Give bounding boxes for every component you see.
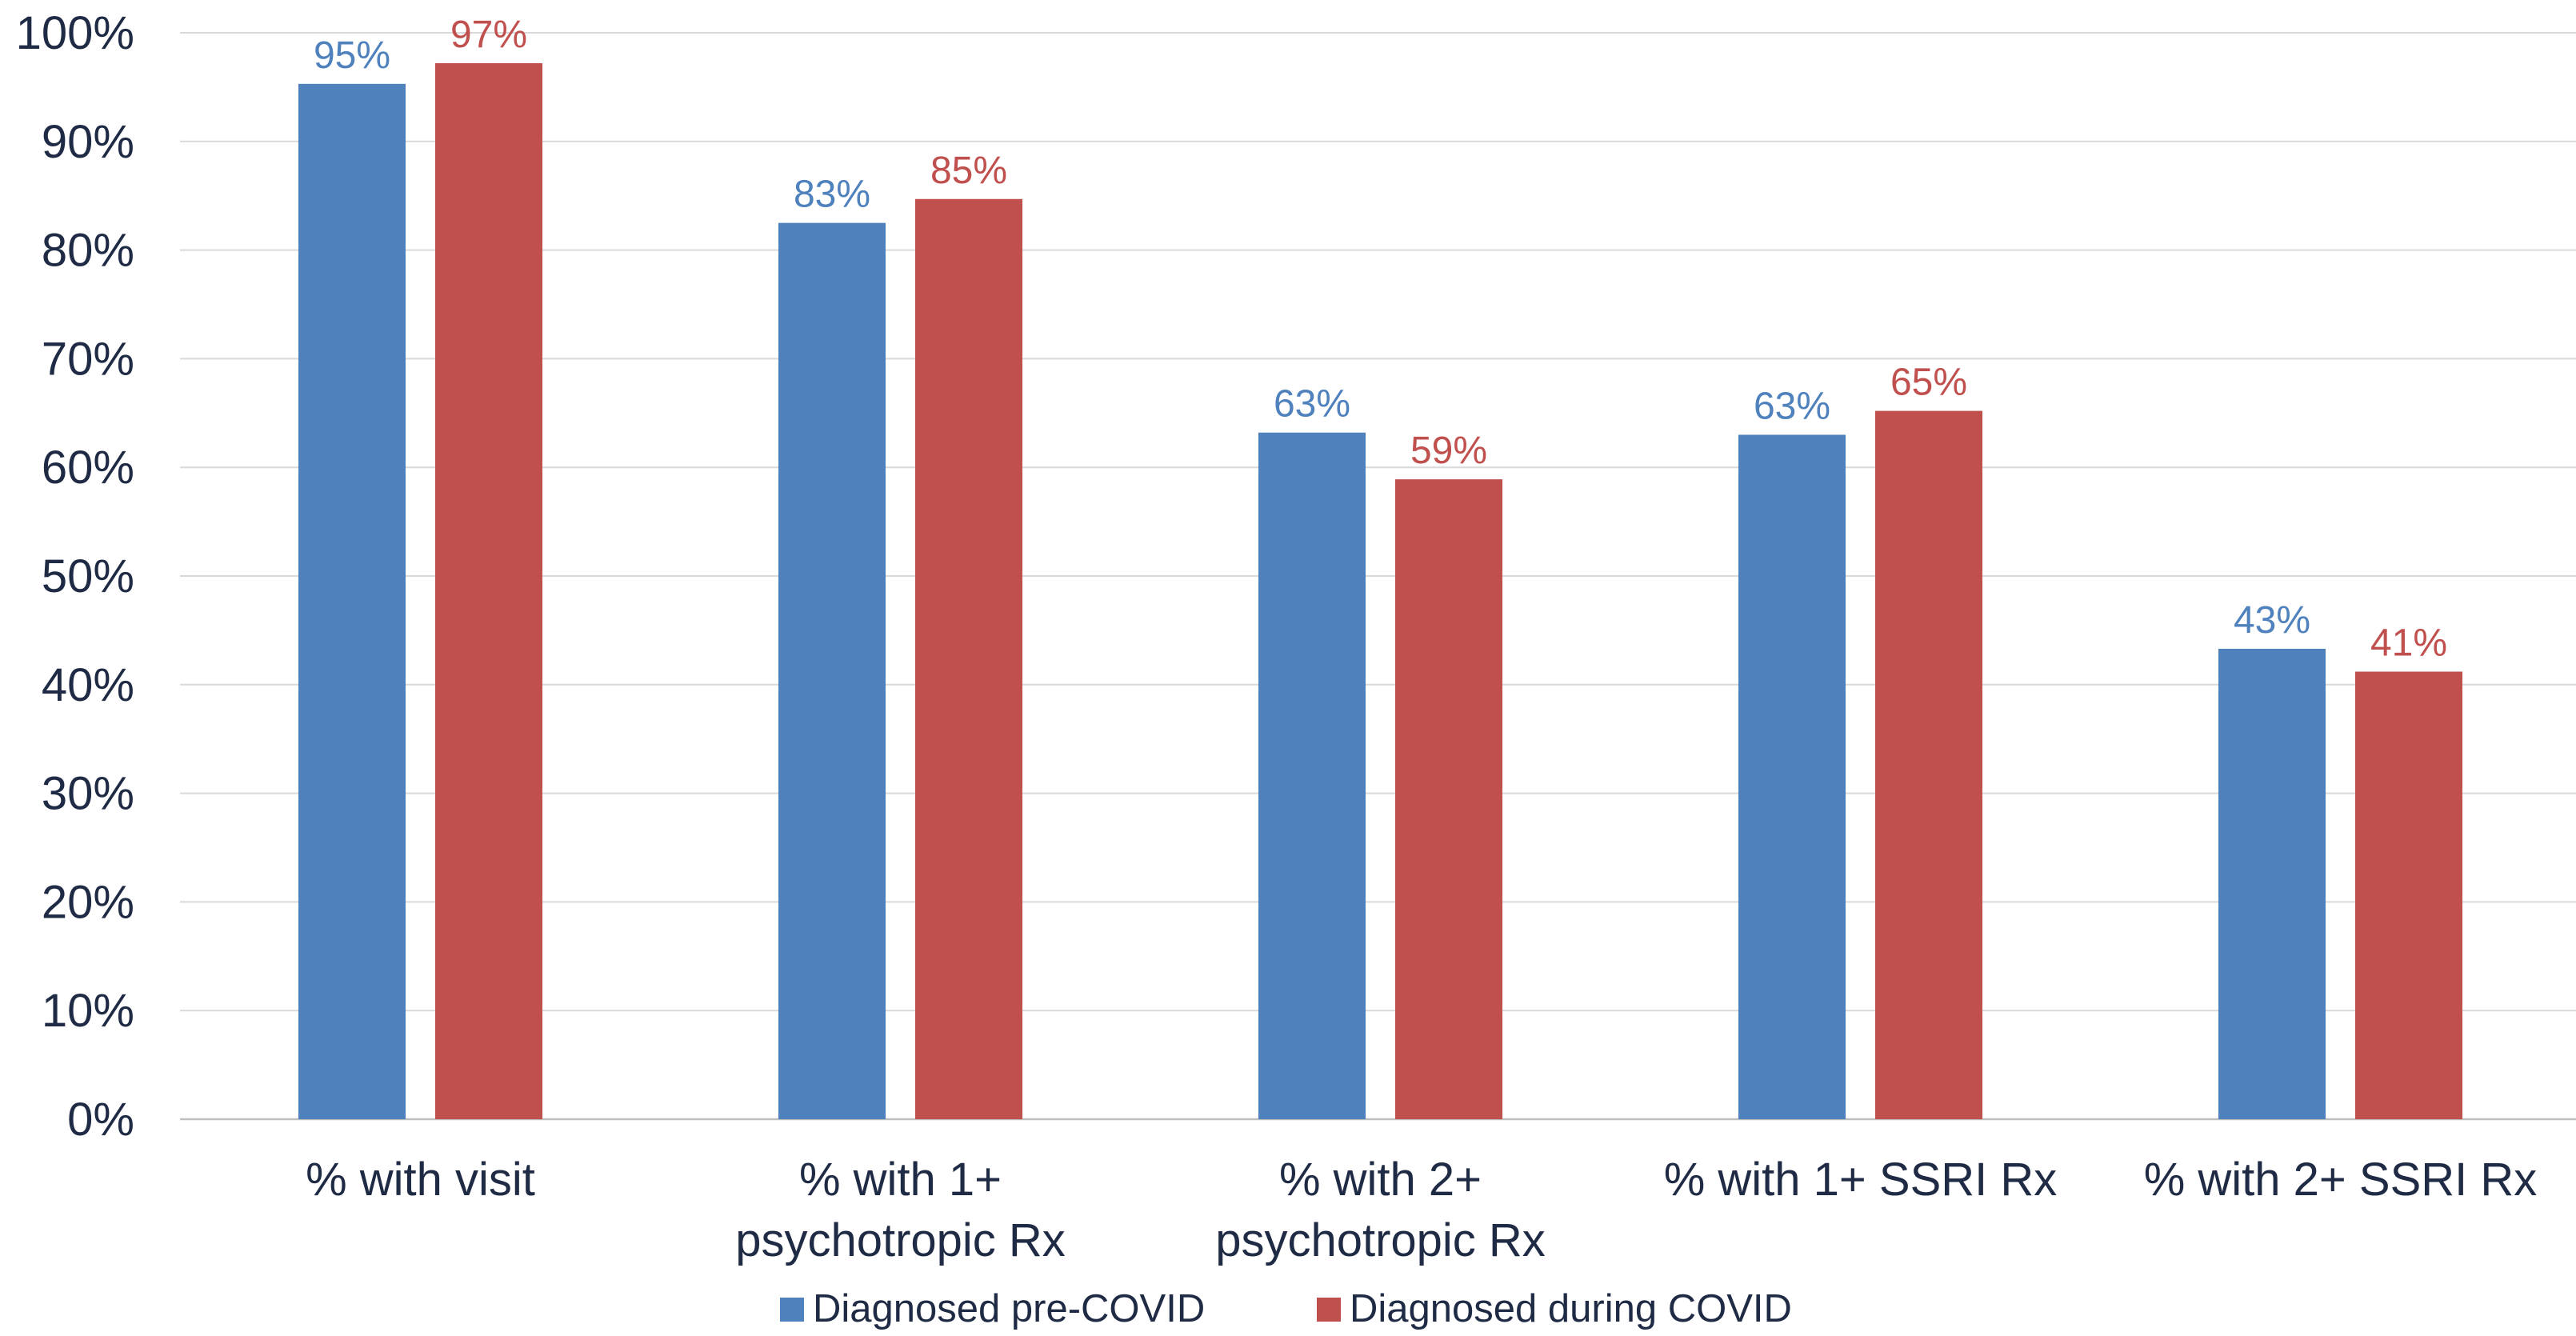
data-label: 85% bbox=[930, 150, 1007, 192]
x-tick-label: psychotropic Rx bbox=[735, 1214, 1066, 1266]
legend-label: Diagnosed during COVID bbox=[1350, 1287, 1792, 1330]
y-tick-label: 40% bbox=[42, 659, 134, 711]
bar-pre-covid bbox=[1258, 432, 1366, 1119]
x-tick-label: psychotropic Rx bbox=[1215, 1214, 1546, 1266]
data-label: 65% bbox=[1890, 362, 1967, 404]
bar-pre-covid bbox=[778, 222, 886, 1119]
legend-label: Diagnosed pre-COVID bbox=[813, 1287, 1205, 1330]
x-tick-label: % with 2+ SSRI Rx bbox=[2144, 1154, 2538, 1206]
data-label: 95% bbox=[314, 34, 390, 77]
x-axis-tick-labels: % with visit % with 1+ psychotropic Rx % wi… bbox=[306, 1154, 2537, 1266]
x-tick-label: % with 1+ SSRI Rx bbox=[1664, 1154, 2058, 1206]
data-label: 83% bbox=[794, 174, 870, 216]
bar-during-covid bbox=[915, 198, 1022, 1119]
legend-swatch bbox=[1317, 1298, 1341, 1322]
y-tick-label: 0% bbox=[67, 1094, 134, 1146]
gridlines bbox=[180, 32, 2576, 1121]
x-tick-label: % with visit bbox=[306, 1154, 535, 1206]
bar-pre-covid bbox=[1738, 434, 1846, 1119]
y-tick-label: 20% bbox=[42, 876, 134, 928]
y-tick-label: 90% bbox=[42, 116, 134, 168]
bars bbox=[298, 63, 2462, 1119]
y-tick-label: 10% bbox=[42, 985, 134, 1037]
y-tick-label: 60% bbox=[42, 442, 134, 494]
y-tick-label: 30% bbox=[42, 768, 134, 820]
bar-pre-covid bbox=[2218, 648, 2326, 1119]
data-label: 41% bbox=[2370, 622, 2447, 665]
bar-during-covid bbox=[1395, 479, 1502, 1119]
bar-during-covid bbox=[1875, 410, 1982, 1119]
y-tick-label: 50% bbox=[42, 550, 134, 602]
x-tick-label: % with 1+ bbox=[799, 1154, 1002, 1206]
bar-during-covid bbox=[435, 63, 542, 1119]
y-axis-tick-labels: 0% 10% 20% 30% 40% 50% 60% 70% 80% 90% 100% bbox=[16, 7, 134, 1146]
data-label: 97% bbox=[450, 14, 527, 56]
data-label: 63% bbox=[1274, 383, 1350, 426]
bar-pre-covid bbox=[298, 83, 406, 1119]
y-tick-label: 80% bbox=[42, 225, 134, 277]
x-tick-label: % with 2+ bbox=[1279, 1154, 1482, 1206]
bar-during-covid bbox=[2355, 671, 2462, 1119]
legend: Diagnosed pre-COVID Diagnosed during COVI… bbox=[780, 1287, 1792, 1330]
legend-swatch bbox=[780, 1298, 804, 1322]
data-labels: 95% 97% 83% 85% 63% 59% 63% 65% 43% 41% bbox=[314, 14, 2447, 664]
data-label: 59% bbox=[1410, 430, 1487, 472]
y-tick-label: 70% bbox=[42, 333, 134, 385]
y-tick-label: 100% bbox=[16, 7, 134, 59]
data-label: 63% bbox=[1754, 385, 1830, 427]
data-label: 43% bbox=[2234, 599, 2310, 642]
